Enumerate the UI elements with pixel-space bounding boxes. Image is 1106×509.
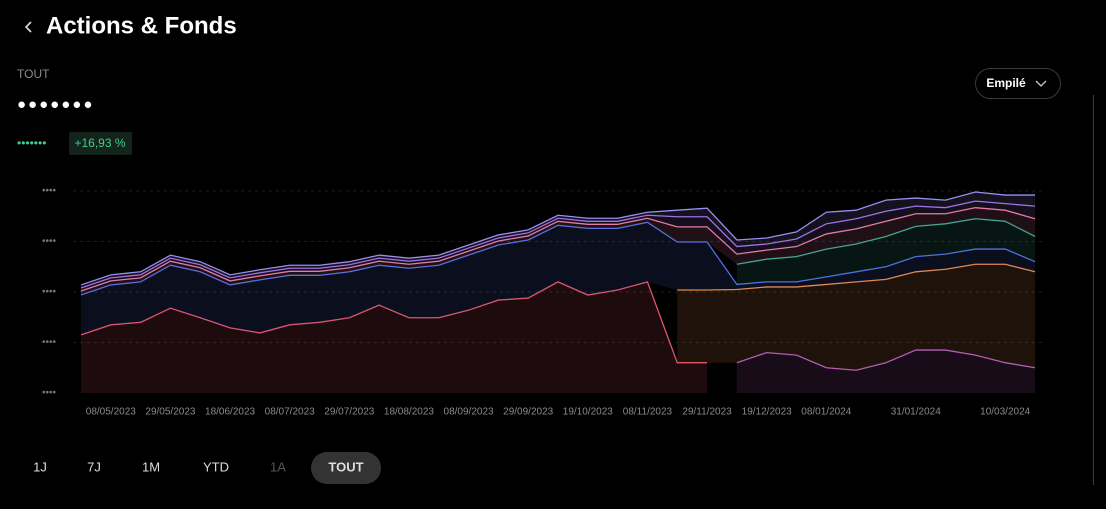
series-area (81, 207, 1035, 296)
series-line (80, 281, 708, 364)
period-button[interactable]: 1J (33, 459, 47, 474)
period-label[interactable]: TOUT (328, 459, 363, 474)
y-tick-label: •••• (42, 186, 57, 197)
series-area (677, 264, 1035, 371)
series-line (80, 207, 1036, 292)
x-tick-label: 08/01/2024 (801, 407, 851, 418)
summary-label: TOUT (17, 67, 50, 81)
period-button: 1A (270, 459, 286, 474)
period-button[interactable]: TOUT (311, 452, 381, 484)
change-badge (69, 132, 132, 155)
period-button[interactable]: YTD (203, 459, 229, 474)
x-tick-label: 08/07/2023 (265, 407, 315, 418)
summary-value: ●●●●●●● (17, 96, 94, 113)
series-line (80, 200, 1036, 289)
period-label: 1A (270, 459, 286, 474)
period-selector: 1J 7J 1M YTD 1A TOUT (33, 452, 381, 484)
x-tick-label: 18/08/2023 (384, 407, 434, 418)
series-area (81, 281, 708, 393)
y-tick-label: •••• (42, 236, 57, 247)
x-tick-label: 19/10/2023 (563, 407, 613, 418)
series-line (736, 218, 1036, 265)
x-tick-label: 08/09/2023 (444, 407, 494, 418)
x-tick-label: 10/03/2024 (980, 407, 1030, 418)
series-line (80, 191, 1035, 286)
series-area (81, 222, 1035, 335)
period-button[interactable]: 1M (142, 459, 160, 474)
back-icon[interactable] (24, 21, 32, 33)
period-button[interactable]: 7J (87, 459, 101, 474)
x-tick-label: 18/06/2023 (205, 407, 255, 418)
chart: •••• •••• •••• •••• •••• 08/05/2023 29/05/2023… (42, 186, 1045, 418)
series-line (677, 263, 1036, 291)
period-label[interactable]: 1J (33, 459, 47, 474)
dropdown-box[interactable] (975, 68, 1061, 99)
x-tick-label: 29/07/2023 (324, 407, 374, 418)
x-tick-label: 29/05/2023 (145, 407, 195, 418)
y-tick-label: •••• (42, 287, 57, 298)
y-tick-label: •••• (42, 388, 57, 399)
series-area (81, 192, 1035, 288)
series-line (736, 349, 1036, 371)
series-area (736, 218, 1035, 285)
x-tick-label: 31/01/2024 (891, 407, 941, 418)
series-area (736, 350, 1035, 393)
dropdown-label[interactable]: Empilé (986, 76, 1026, 90)
dropdown-icon (1035, 80, 1047, 87)
period-label[interactable]: 1M (142, 459, 160, 474)
period-selected-bg[interactable] (311, 452, 381, 484)
x-tick-label: 08/11/2023 (623, 407, 673, 418)
view-dropdown[interactable]: Empilé (975, 68, 1061, 99)
page-title: Actions & Fonds (46, 12, 237, 39)
period-label[interactable]: YTD (203, 459, 229, 474)
x-tick-label: 29/09/2023 (503, 407, 553, 418)
y-tick-label: •••• (42, 337, 57, 348)
change-value: ••••••• (17, 136, 46, 150)
x-tick-label: 29/11/2023 (682, 407, 732, 418)
change-pct: +16,93 % (74, 136, 125, 150)
x-tick-label: 19/12/2023 (742, 407, 792, 418)
series-line (80, 221, 1036, 296)
x-tick-label: 08/05/2023 (86, 407, 136, 418)
period-label[interactable]: 7J (87, 459, 101, 474)
